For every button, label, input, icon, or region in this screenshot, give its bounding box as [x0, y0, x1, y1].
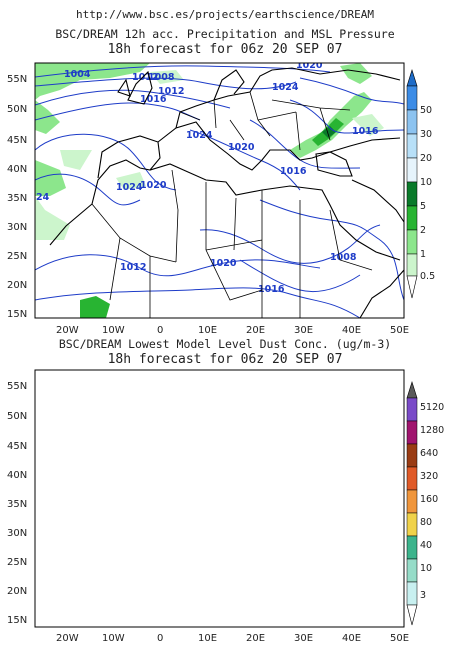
colorbar-label: 10	[420, 177, 432, 188]
isobar-label: 1012	[120, 262, 146, 273]
isobar-label: 1008	[330, 252, 357, 263]
isobar-label: 1016	[280, 166, 307, 177]
isobar-label: 1024	[116, 182, 143, 193]
lat-label: 30N	[7, 528, 27, 539]
lon-label: 20E	[246, 325, 265, 336]
colorbar-label: 20	[420, 153, 432, 164]
isobar-label: 1004	[64, 69, 91, 80]
lat-label: 35N	[7, 193, 27, 204]
isobar-label: 1012	[132, 72, 158, 83]
colorbar-label: 80	[420, 517, 432, 528]
lat-label: 35N	[7, 499, 27, 510]
isobar-label: 1020	[210, 258, 237, 269]
lon-label: 50E	[390, 325, 409, 336]
colorbar-label: 0.5	[420, 271, 435, 282]
colorbar-label: 10	[420, 563, 432, 574]
lon-label: 10E	[198, 633, 217, 644]
colorbar-label: 40	[420, 540, 432, 551]
lon-label: 20E	[246, 633, 265, 644]
isobar-label: 1012	[158, 86, 184, 97]
lat-label: 45N	[7, 441, 27, 452]
lat-label: 50N	[7, 411, 27, 422]
lat-label: 40N	[7, 164, 27, 175]
dust-map-subtitle: 18h forecast for 06z 20 SEP 07	[107, 352, 343, 367]
colorbar-label: 1	[420, 249, 426, 260]
isobar-label: 1020	[296, 60, 323, 71]
dust-map-title: BSC/DREAM Lowest Model Level Dust Conc. …	[58, 337, 392, 351]
lat-label: 20N	[7, 280, 27, 291]
colorbar-label: 50	[420, 105, 432, 116]
lon-label: 0	[157, 325, 163, 336]
isobar-label: 1020	[140, 180, 167, 191]
lat-label: 55N	[7, 74, 27, 85]
isobar-label: 1024	[186, 130, 213, 141]
colorbar-label: 3	[420, 590, 426, 601]
lat-label: 15N	[7, 615, 27, 626]
precip-colorbar: 50 30 20 10 5 2 1 0.5	[406, 68, 435, 299]
isobar-label: 1020	[228, 142, 255, 153]
source-url[interactable]: http://www.bsc.es/projects/earthscience/…	[75, 8, 374, 21]
lat-label: 40N	[7, 470, 27, 481]
colorbar-label: 5120	[420, 402, 444, 413]
isobar-label: 1008	[148, 72, 175, 83]
colorbar-label: 5	[420, 201, 426, 212]
precip-map-title: BSC/DREAM 12h acc. Precipitation and MSL…	[55, 27, 395, 41]
lat-label: 15N	[7, 309, 27, 320]
lon-label: 30E	[294, 633, 313, 644]
isobar-label: 1024	[272, 82, 299, 93]
dust-colorbar: 5120 1280 640 320 160 80 40 10 3	[406, 380, 444, 626]
lat-label: 30N	[7, 222, 27, 233]
lat-label: 20N	[7, 586, 27, 597]
colorbar-label: 640	[420, 448, 438, 459]
isobar-label: 1016	[352, 126, 379, 137]
precip-map-axes: 55N 50N 45N 40N 35N 30N 25N 20N 15N 20W …	[7, 74, 409, 336]
lon-label: 10E	[198, 325, 217, 336]
isobar-label: 24	[36, 192, 50, 203]
lon-label: 10W	[102, 325, 125, 336]
lon-label: 40E	[342, 325, 361, 336]
lat-label: 50N	[7, 104, 27, 115]
isobar-label: 1016	[258, 284, 285, 295]
lon-label: 40E	[342, 633, 361, 644]
dust-map	[34, 369, 405, 628]
isobar-label: 1016	[140, 94, 167, 105]
colorbar-label: 30	[420, 129, 432, 140]
lat-label: 25N	[7, 251, 27, 262]
colorbar-label: 160	[420, 494, 438, 505]
lon-label: 20W	[56, 325, 79, 336]
lon-label: 50E	[390, 633, 409, 644]
lon-label: 0	[157, 633, 163, 644]
lon-label: 30E	[294, 325, 313, 336]
colorbar-label: 2	[420, 225, 426, 236]
lon-label: 10W	[102, 633, 125, 644]
lat-label: 55N	[7, 381, 27, 392]
dust-map-axes: 55N 50N 45N 40N 35N 30N 25N 20N 15N 20W …	[7, 381, 409, 644]
precip-map: 1004 1008 1012 1016 1024 1020 1024 1016 …	[34, 60, 405, 319]
precip-map-subtitle: 18h forecast for 06z 20 SEP 07	[107, 42, 343, 57]
lat-label: 45N	[7, 135, 27, 146]
lat-label: 25N	[7, 557, 27, 568]
lon-label: 20W	[56, 633, 79, 644]
colorbar-label: 1280	[420, 425, 444, 436]
colorbar-label: 320	[420, 471, 438, 482]
